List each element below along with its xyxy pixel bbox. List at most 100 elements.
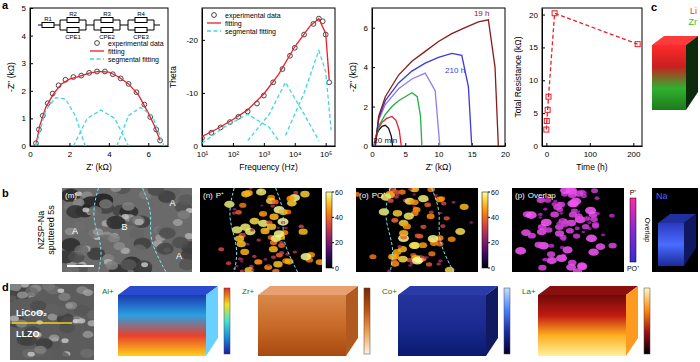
legend-item: segmental fitting	[207, 28, 276, 36]
x-axis-title: Frequency (Hz)	[239, 162, 298, 172]
legend-label: experimental data	[108, 40, 164, 48]
cube-front	[258, 295, 346, 356]
texture	[438, 259, 442, 262]
texture	[369, 254, 376, 259]
y-tick: -10	[186, 89, 205, 98]
x-tick-label: 0	[28, 150, 33, 159]
texture	[267, 264, 270, 266]
texture	[426, 262, 432, 266]
x-tick-mark	[405, 143, 406, 146]
y-tick-label: 2	[22, 87, 27, 96]
x-axis-line	[543, 146, 643, 147]
y-tick-label: 4	[22, 32, 27, 41]
texture	[272, 269, 279, 272]
texture	[538, 265, 546, 271]
x-tick-mark	[505, 143, 506, 146]
texture	[108, 234, 120, 243]
y-tick-mark	[542, 113, 545, 114]
y-axis-title: -Z'' (kΩ)	[6, 62, 16, 92]
y-tick-label: 1	[22, 114, 27, 123]
texture	[28, 352, 35, 357]
overlap-bar-label: P⁺	[630, 189, 638, 196]
legend-item: segmental fitting	[90, 56, 159, 64]
legend-swatch	[207, 30, 221, 31]
texture	[441, 202, 446, 206]
y-tick-label: 0	[364, 142, 369, 151]
y-tick-mark	[372, 28, 375, 29]
texture	[588, 221, 592, 224]
x-tick-mark	[295, 143, 296, 146]
texture	[284, 227, 288, 230]
y-tick-label: 5	[22, 4, 27, 13]
texture	[428, 251, 435, 256]
y-tick: 0	[22, 142, 33, 151]
y-axis-title: Total Resistance (kΩ)	[513, 36, 523, 117]
overlap-bar-label: Overlap	[643, 218, 651, 243]
texture	[550, 211, 559, 217]
cube-top	[398, 286, 498, 295]
sem-label: LLZO	[16, 329, 40, 339]
legend-swatch	[90, 58, 104, 59]
series-line	[375, 53, 471, 146]
texture	[293, 191, 298, 195]
x-tick: 10³	[259, 143, 271, 159]
cube-front	[118, 295, 206, 356]
texture	[58, 289, 65, 294]
texture	[576, 211, 580, 214]
y-tick-mark	[30, 146, 33, 147]
texture	[566, 264, 576, 271]
texture	[74, 245, 88, 255]
marker	[552, 11, 557, 16]
texture	[398, 256, 408, 263]
marker	[544, 119, 549, 124]
texture	[547, 251, 555, 257]
texture	[596, 243, 606, 250]
cube-top	[258, 286, 358, 295]
annotation: 210 h	[445, 66, 465, 75]
y-tick-label: 20	[529, 11, 538, 20]
y-tick: 0	[534, 142, 545, 151]
texture	[444, 216, 450, 220]
texture	[569, 200, 579, 207]
y-tick-mark	[372, 146, 375, 147]
y-tick-mark	[542, 15, 545, 16]
overlap-bar-label: PO⁺	[627, 265, 640, 272]
panel-label: d	[2, 281, 9, 293]
texture	[233, 208, 237, 211]
y-tick-mark	[202, 93, 205, 94]
image-panel	[356, 188, 478, 272]
texture	[157, 243, 174, 255]
x-tick-label: 100	[584, 150, 598, 159]
element-label: Li	[690, 6, 697, 16]
texture	[269, 214, 278, 220]
texture	[99, 199, 112, 208]
texture	[88, 206, 102, 216]
texture	[408, 264, 412, 267]
colorbar: 0204060	[326, 189, 343, 272]
texture	[547, 257, 557, 264]
texture	[252, 255, 257, 258]
region-boundary	[143, 188, 166, 272]
panel-label: a	[2, 0, 9, 11]
x-tick-label: 10	[435, 150, 444, 159]
texture	[410, 242, 420, 249]
x-tick: 200	[627, 143, 641, 159]
region-label: A	[176, 251, 182, 261]
texture	[528, 233, 536, 239]
x-axis: 10¹10²10³10⁴10⁵	[197, 143, 336, 159]
y-tick-mark	[30, 36, 33, 37]
texture	[260, 204, 263, 206]
texture	[226, 261, 231, 265]
texture	[78, 318, 86, 323]
texture	[110, 188, 121, 192]
x-tick-mark	[633, 143, 634, 146]
texture	[148, 188, 165, 196]
circuit-bg	[60, 24, 86, 26]
y-tick-label: 0	[194, 142, 199, 151]
legend-swatch	[95, 41, 100, 46]
y-axis-title: -Z'' (kΩ)	[348, 62, 358, 92]
x-tick: 10⁴	[289, 143, 302, 159]
texture	[448, 237, 456, 243]
legend-item: fitting	[90, 48, 125, 56]
region-boundary	[432, 188, 454, 272]
